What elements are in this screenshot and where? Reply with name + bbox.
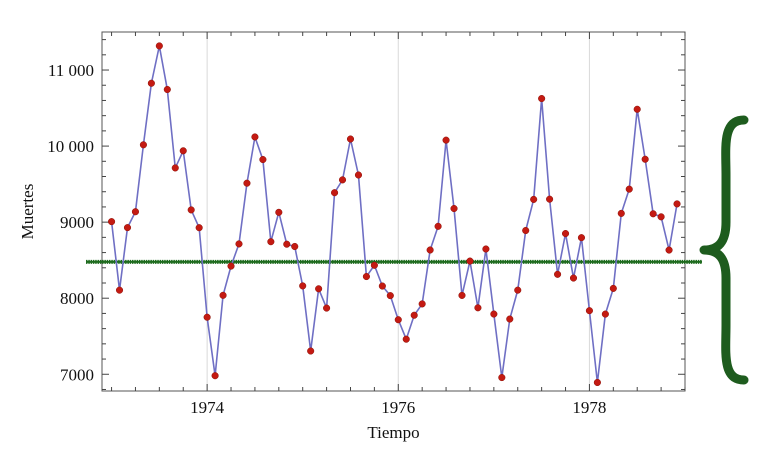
x-tick-label: 1978: [572, 398, 606, 417]
data-point: [633, 105, 641, 113]
data-point: [609, 284, 617, 292]
data-point: [530, 195, 538, 203]
y-tick-label: 11 000: [48, 61, 94, 80]
data-point: [474, 304, 482, 312]
data-point: [665, 246, 673, 254]
x-tick-label: 1976: [381, 398, 415, 417]
y-axis-label: Muertes: [18, 184, 37, 240]
data-point: [211, 372, 219, 380]
data-point: [522, 226, 530, 235]
data-point: [490, 310, 498, 318]
data-point: [187, 206, 195, 214]
data-point: [673, 200, 681, 208]
data-point: [354, 171, 363, 179]
data-point: [546, 195, 554, 203]
y-tick-label: 10 000: [47, 137, 94, 156]
data-point: [506, 315, 514, 323]
data-point: [251, 133, 259, 141]
data-point: [482, 245, 490, 253]
data-point: [442, 136, 450, 144]
data-point: [108, 218, 116, 226]
grid-layer: [206, 32, 590, 391]
x-tick-label: 1974: [190, 398, 225, 417]
data-point: [123, 224, 132, 232]
data-point: [410, 311, 418, 319]
data-point: [394, 316, 402, 324]
data-point: [593, 378, 601, 387]
labels-layer: 1974 1976 1978 7000 8000 9000 10 000 11 000: [47, 61, 606, 417]
points-layer: [108, 42, 681, 387]
data-point: [386, 292, 394, 300]
data-point: [155, 42, 163, 50]
data-point: [601, 310, 609, 318]
data-point: [569, 274, 578, 282]
data-point: [275, 208, 283, 216]
data-point: [402, 335, 410, 343]
data-point: [617, 209, 625, 217]
data-point: [163, 85, 171, 94]
data-point: [267, 238, 275, 246]
data-point: [259, 156, 267, 164]
data-point: [370, 261, 378, 269]
data-point: [641, 155, 649, 163]
data-point: [657, 213, 665, 221]
data-point: [195, 224, 203, 232]
data-point: [418, 300, 426, 308]
data-point: [115, 286, 124, 294]
data-point: [331, 189, 339, 197]
data-point: [139, 141, 147, 149]
data-point: [171, 164, 179, 172]
data-point: [203, 313, 211, 321]
series-layer: [110, 45, 678, 384]
data-point: [466, 257, 474, 265]
y-tick-label: 8000: [60, 289, 94, 308]
data-point: [315, 285, 323, 293]
data-point: [450, 204, 458, 213]
data-point: [577, 234, 586, 242]
series-line: [110, 45, 678, 384]
data-point: [346, 135, 355, 143]
data-point: [625, 185, 633, 193]
curly-brace-annotation: [699, 115, 749, 385]
y-tick-label: 7000: [60, 365, 94, 384]
plot-frame: [101, 31, 686, 392]
data-point: [323, 304, 331, 312]
data-point: [554, 270, 562, 278]
data-point: [514, 286, 522, 294]
x-axis-label: Tiempo: [367, 423, 419, 442]
data-point: [219, 291, 227, 299]
data-point: [561, 230, 570, 238]
data-point: [338, 176, 347, 184]
data-point: [283, 240, 291, 248]
data-point: [458, 291, 466, 299]
data-point: [378, 282, 386, 290]
data-point: [227, 262, 235, 270]
data-point: [538, 95, 546, 103]
data-point: [585, 307, 593, 315]
data-point: [434, 222, 442, 230]
data-point: [179, 147, 187, 155]
ticks-layer: [102, 32, 686, 391]
data-point: [291, 242, 299, 251]
data-point: [131, 208, 139, 216]
data-point: [299, 282, 307, 290]
data-point: [649, 210, 657, 218]
data-point: [147, 79, 155, 87]
data-point: [307, 347, 315, 355]
data-point: [362, 272, 370, 281]
data-point: [235, 240, 243, 248]
data-point: [243, 179, 251, 187]
data-point: [498, 373, 506, 382]
y-tick-label: 9000: [60, 213, 94, 232]
data-point: [426, 246, 434, 254]
